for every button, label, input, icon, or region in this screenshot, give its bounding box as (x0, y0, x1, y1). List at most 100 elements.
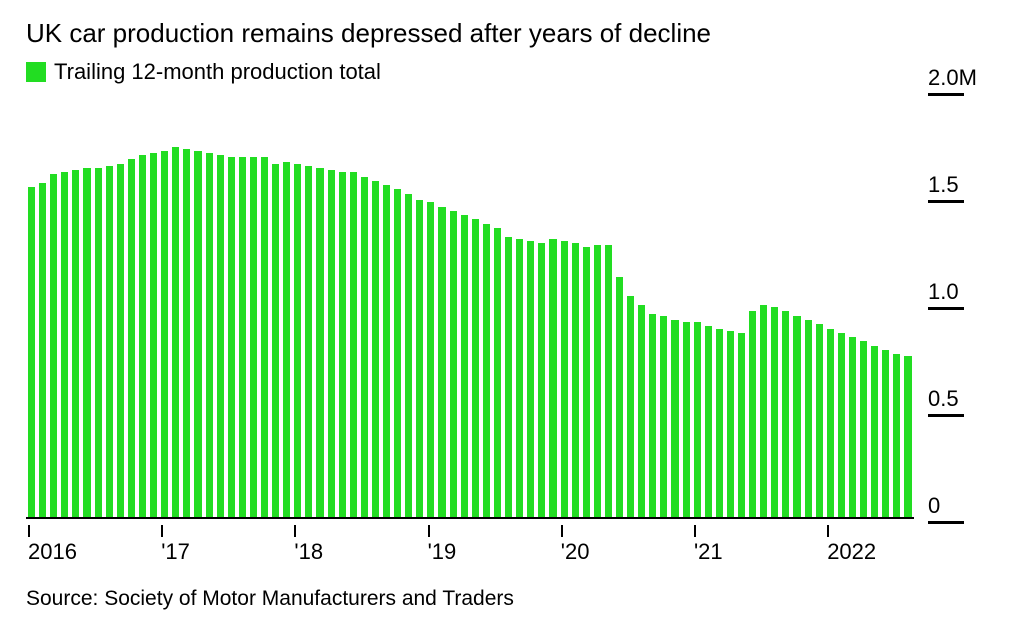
bar (549, 239, 556, 519)
bar (816, 324, 823, 519)
x-tick-mark (694, 525, 696, 537)
bar (893, 354, 900, 519)
bar-slot (758, 91, 769, 519)
bar-slot (780, 91, 791, 519)
x-tick-mark (28, 525, 30, 537)
bar (694, 322, 701, 519)
bar (705, 326, 712, 519)
bar (72, 170, 79, 519)
bar-slot (625, 91, 636, 519)
bar-slot (747, 91, 758, 519)
bar (339, 172, 346, 519)
bar (438, 207, 445, 519)
bar (183, 149, 190, 519)
bar-slot (669, 91, 680, 519)
bar-slot (414, 91, 425, 519)
y-tick: 1.5 (928, 174, 994, 203)
y-tick-label: 1.5 (928, 174, 959, 196)
y-tick-label: 0.5 (928, 388, 959, 410)
bar-slot (514, 91, 525, 519)
y-tick-mark (928, 414, 964, 417)
x-tick-mark (161, 525, 163, 537)
bar (427, 202, 434, 519)
bar (727, 331, 734, 519)
bar (172, 147, 179, 519)
bar-slot (348, 91, 359, 519)
bar-slot (681, 91, 692, 519)
bar (494, 228, 501, 519)
x-tick-label: '19 (428, 539, 457, 565)
bar-slot (603, 91, 614, 519)
bar (483, 224, 490, 519)
bar-slot (891, 91, 902, 519)
bar-slot (137, 91, 148, 519)
bar-slot (436, 91, 447, 519)
bar-slot (459, 91, 470, 519)
bar (106, 166, 113, 519)
bar-slot (847, 91, 858, 519)
plot-area (26, 91, 914, 519)
chart-row: 2016'17'18'19'20'212022 2.0M1.51.00.50 (26, 91, 994, 569)
bar-slot (547, 91, 558, 519)
bar-slot (337, 91, 348, 519)
bar (871, 346, 878, 519)
bar-slot (93, 91, 104, 519)
bar (150, 153, 157, 519)
bar-slot (814, 91, 825, 519)
bar (217, 155, 224, 519)
y-tick: 1.0 (928, 281, 994, 310)
bar (39, 183, 46, 519)
bar (372, 181, 379, 519)
bar-slot (70, 91, 81, 519)
bar (516, 239, 523, 519)
bar-slot (403, 91, 414, 519)
bar (194, 151, 201, 519)
bar (860, 341, 867, 519)
bar (505, 237, 512, 519)
bar-slot (559, 91, 570, 519)
legend: Trailing 12-month production total (26, 59, 994, 85)
bar (638, 305, 645, 519)
bar-slot (270, 91, 281, 519)
bar-slot (303, 91, 314, 519)
bar-slot (825, 91, 836, 519)
bar (738, 333, 745, 519)
x-tick-mark (827, 525, 829, 537)
bar (361, 177, 368, 519)
y-tick-label: 2.0M (928, 67, 977, 89)
bar (28, 187, 35, 519)
bar-slot (381, 91, 392, 519)
bar (161, 151, 168, 519)
bar (117, 164, 124, 519)
bar (461, 215, 468, 519)
bar (328, 170, 335, 519)
bar-slot (292, 91, 303, 519)
bar-slot (647, 91, 658, 519)
bar-slot (181, 91, 192, 519)
x-tick-mark (561, 525, 563, 537)
y-tick: 0.5 (928, 388, 994, 417)
bar-slot (159, 91, 170, 519)
bar-slot (470, 91, 481, 519)
bar-slot (581, 91, 592, 519)
bar-slot (81, 91, 92, 519)
bar-slot (48, 91, 59, 519)
x-tick-label: '18 (294, 539, 323, 565)
bar-slot (448, 91, 459, 519)
bar (538, 243, 545, 519)
bar-slot (692, 91, 703, 519)
bar (782, 311, 789, 519)
bar (683, 322, 690, 519)
bar (605, 245, 612, 519)
bar (594, 245, 601, 519)
y-tick-mark (928, 521, 964, 524)
bar (760, 305, 767, 519)
bar (827, 329, 834, 519)
bar-slot (725, 91, 736, 519)
bar (283, 162, 290, 519)
bar-slot (902, 91, 913, 519)
bar-slot (192, 91, 203, 519)
y-axis: 2.0M1.51.00.50 (914, 91, 994, 569)
bar (660, 316, 667, 519)
y-tick: 2.0M (928, 67, 994, 96)
